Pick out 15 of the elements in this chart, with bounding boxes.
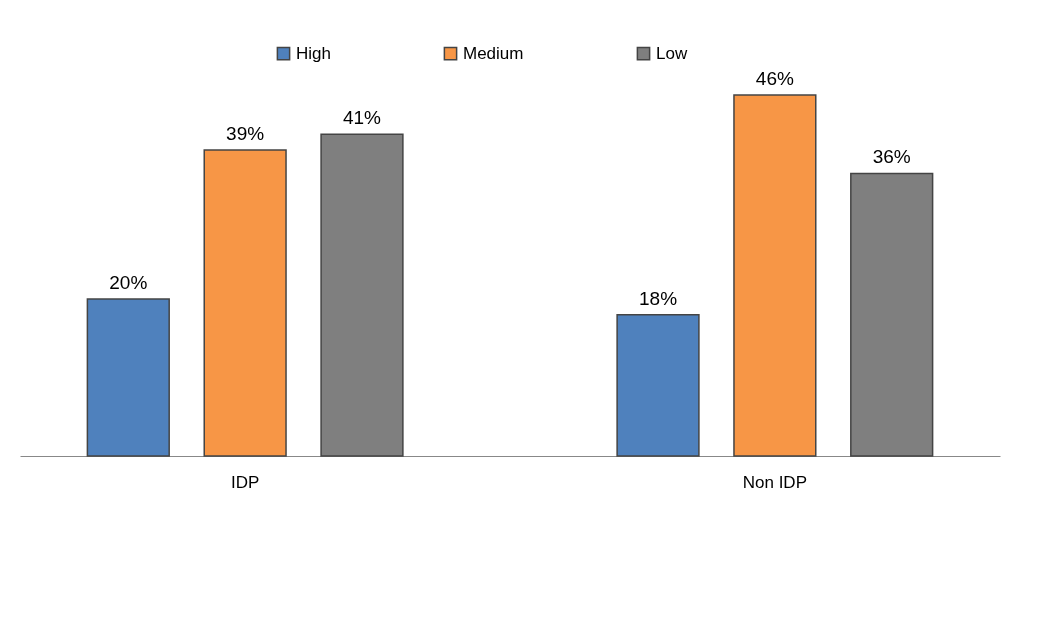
data-label: 36% — [872, 146, 911, 168]
bar — [86, 298, 170, 457]
bar — [733, 94, 817, 457]
data-label: 41% — [342, 107, 382, 129]
data-label: 20% — [109, 272, 148, 294]
data-label: 46% — [755, 68, 794, 89]
legend-label: Medium — [463, 43, 524, 63]
x-tick-label: IDP — [230, 472, 260, 492]
bar — [203, 149, 287, 457]
x-tick-label: Non IDP — [742, 472, 807, 492]
data-label: 18% — [639, 287, 678, 309]
data-label: 39% — [226, 122, 265, 144]
legend-label: Low — [656, 43, 688, 63]
bar — [616, 313, 700, 457]
legend-label: High — [296, 43, 331, 63]
